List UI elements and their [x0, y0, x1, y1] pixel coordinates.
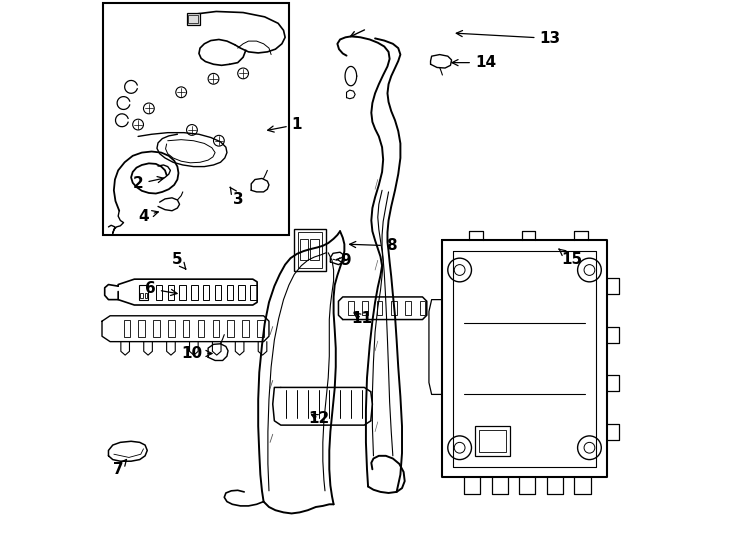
Bar [156, 285, 162, 300]
Bar [139, 320, 145, 338]
Bar [140, 293, 143, 298]
Bar [363, 301, 368, 315]
Bar [192, 285, 197, 300]
Bar [228, 320, 234, 338]
Bar [297, 232, 322, 268]
Text: 9: 9 [337, 253, 351, 268]
Text: 15: 15 [559, 249, 582, 267]
Text: 3: 3 [230, 187, 244, 207]
Bar [348, 301, 354, 315]
Bar [242, 320, 249, 338]
Text: 7: 7 [113, 460, 126, 477]
Bar [239, 285, 245, 300]
Bar [294, 229, 325, 271]
Bar [123, 320, 130, 338]
Bar [103, 3, 289, 235]
Text: 10: 10 [181, 346, 212, 361]
Text: 5: 5 [172, 252, 186, 269]
Text: 1: 1 [268, 117, 302, 132]
Bar [479, 430, 506, 451]
Bar [257, 320, 264, 338]
Bar [420, 301, 425, 315]
Bar [179, 285, 186, 300]
Bar [167, 285, 174, 300]
Bar [377, 301, 382, 315]
Bar [183, 320, 189, 338]
Bar [405, 301, 411, 315]
Text: 6: 6 [145, 281, 177, 296]
Text: 2: 2 [133, 177, 164, 191]
Bar [168, 320, 175, 338]
Bar [299, 239, 308, 260]
Bar [197, 320, 204, 338]
Bar [213, 320, 219, 338]
Text: 8: 8 [349, 238, 396, 253]
Bar [145, 293, 148, 298]
Text: 14: 14 [452, 55, 496, 70]
Bar [310, 239, 319, 260]
Bar [215, 285, 221, 300]
Bar [188, 15, 198, 23]
Bar [186, 13, 200, 25]
Bar [153, 320, 160, 338]
Bar [475, 426, 509, 456]
Bar [250, 285, 257, 300]
Bar [391, 301, 396, 315]
Bar [139, 285, 148, 300]
Text: 11: 11 [351, 311, 372, 326]
Bar [203, 285, 209, 300]
Text: 13: 13 [457, 31, 561, 46]
Text: 12: 12 [308, 410, 329, 426]
Text: 4: 4 [138, 208, 159, 224]
Bar [227, 285, 233, 300]
